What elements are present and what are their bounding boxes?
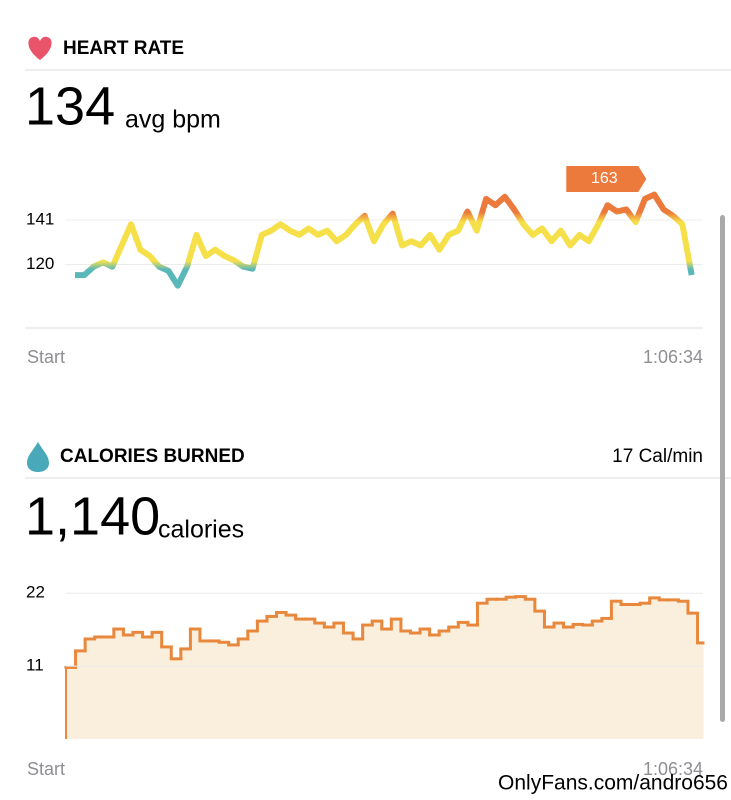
area-step: [410, 633, 421, 739]
area-step: [448, 627, 459, 739]
area-step: [381, 629, 392, 739]
area-step: [429, 634, 440, 739]
area-step: [123, 634, 134, 739]
area-step: [113, 629, 124, 739]
watermark: OnlyFans.com/andro656: [498, 772, 728, 795]
area-step: [439, 631, 450, 739]
area-step: [142, 636, 153, 739]
area-step: [420, 629, 431, 739]
area-step: [343, 633, 354, 739]
annotation-tag: [566, 166, 647, 192]
area-step: [180, 648, 191, 739]
area-step: [219, 642, 230, 739]
area-step: [75, 650, 86, 739]
y-tick-label: 11: [26, 656, 44, 675]
summary-value: 134: [25, 76, 115, 136]
area-step: [199, 640, 211, 739]
section-title: HEART RATE: [63, 38, 184, 59]
area-step: [276, 612, 287, 739]
y-tick-label: 141: [26, 210, 54, 229]
area-step: [104, 636, 115, 739]
area-step: [190, 629, 201, 739]
summary-value: 1,140: [25, 486, 160, 546]
area-step: [687, 613, 699, 739]
summary-unit: calories: [158, 516, 244, 544]
x-end-label: 1:06:34: [643, 347, 703, 367]
area-step: [132, 632, 144, 739]
area-step: [85, 638, 96, 739]
area-step: [228, 644, 239, 739]
area-step: [534, 611, 545, 739]
area-step: [477, 603, 488, 739]
summary-unit: avg bpm: [125, 106, 221, 134]
area-step: [66, 667, 77, 739]
area-step: [333, 623, 344, 739]
area-step: [94, 636, 105, 739]
area-step: [171, 658, 182, 739]
area-step: [668, 599, 679, 739]
scrollbar: [720, 215, 725, 722]
area-step: [563, 627, 574, 739]
area-step: [487, 599, 498, 739]
section-title: CALORIES BURNED: [60, 446, 245, 467]
area-step: [601, 618, 612, 739]
area-step: [324, 627, 335, 739]
y-tick-label: 22: [26, 583, 45, 602]
area-step: [525, 599, 536, 739]
area-step: [362, 625, 373, 739]
area-step: [496, 599, 507, 739]
area-step: [630, 604, 641, 739]
y-tick-label: 120: [26, 254, 54, 273]
area-step: [161, 646, 172, 739]
rate-label: 17 Cal/min: [612, 446, 703, 467]
x-end-label: 1:06:34: [643, 759, 703, 779]
area-step: [247, 631, 258, 739]
area-step: [611, 601, 622, 739]
area-step: [506, 597, 517, 739]
area-step: [305, 619, 316, 739]
area-step: [620, 604, 632, 739]
area-step: [257, 621, 268, 739]
area-step: [573, 624, 584, 739]
area-step: [467, 625, 478, 739]
area-step: [314, 623, 325, 739]
area-step: [582, 625, 593, 739]
drop-icon: [27, 442, 49, 472]
area-step: [295, 619, 306, 739]
area-step: [697, 642, 704, 739]
heart-rate-line: [75, 191, 695, 289]
area-step: [152, 632, 163, 739]
annotation-label: 163: [591, 170, 618, 187]
area-step: [286, 615, 297, 739]
area-step: [391, 619, 402, 739]
area-step: [544, 627, 555, 739]
area-step: [640, 603, 651, 739]
area-step: [554, 623, 565, 739]
area-step: [209, 640, 220, 739]
area-step: [515, 596, 526, 739]
area-step: [353, 638, 364, 739]
area-step: [678, 601, 689, 739]
area-step: [659, 599, 670, 739]
area-step: [372, 621, 383, 739]
area-step: [592, 621, 603, 739]
area-step: [649, 597, 660, 739]
area-step: [266, 616, 278, 739]
area-step: [238, 638, 249, 739]
heart-icon: [28, 36, 52, 60]
x-start-label: Start: [27, 347, 65, 367]
area-step: [458, 622, 469, 739]
x-start-label: Start: [27, 759, 65, 779]
area-step: [400, 631, 411, 739]
